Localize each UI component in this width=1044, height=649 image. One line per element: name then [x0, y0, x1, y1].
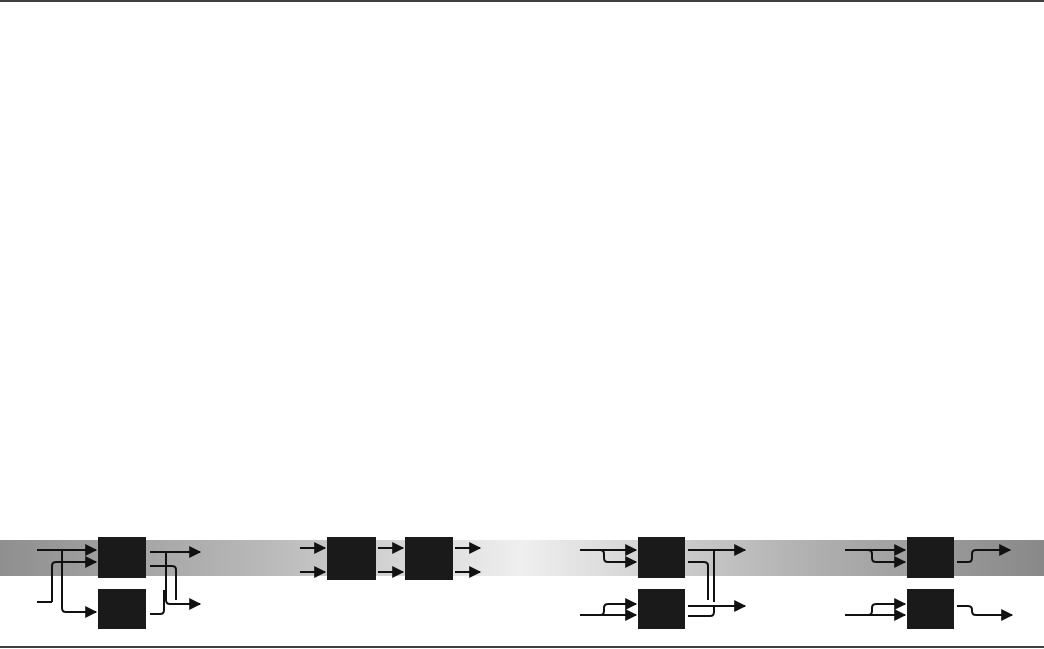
group-4 — [845, 537, 1014, 629]
block — [907, 537, 954, 578]
group-1 — [37, 537, 202, 629]
arrow — [599, 549, 638, 568]
arrow — [867, 598, 907, 616]
block — [907, 589, 954, 629]
wire — [150, 565, 177, 600]
wire — [688, 606, 715, 617]
group-2 — [300, 537, 482, 580]
block — [638, 537, 685, 578]
band — [0, 540, 1044, 576]
group-3 — [580, 537, 747, 629]
arrow — [165, 552, 202, 610]
block — [638, 589, 685, 629]
arrow — [599, 598, 638, 616]
block — [405, 537, 453, 580]
wire — [688, 561, 709, 600]
block — [98, 537, 146, 578]
arrow — [957, 544, 1012, 563]
arrow — [61, 550, 98, 618]
block — [98, 589, 146, 629]
arrow — [867, 549, 907, 568]
arrow — [51, 556, 98, 602]
block — [327, 537, 376, 580]
wire — [150, 590, 165, 615]
arrow — [957, 605, 1014, 621]
